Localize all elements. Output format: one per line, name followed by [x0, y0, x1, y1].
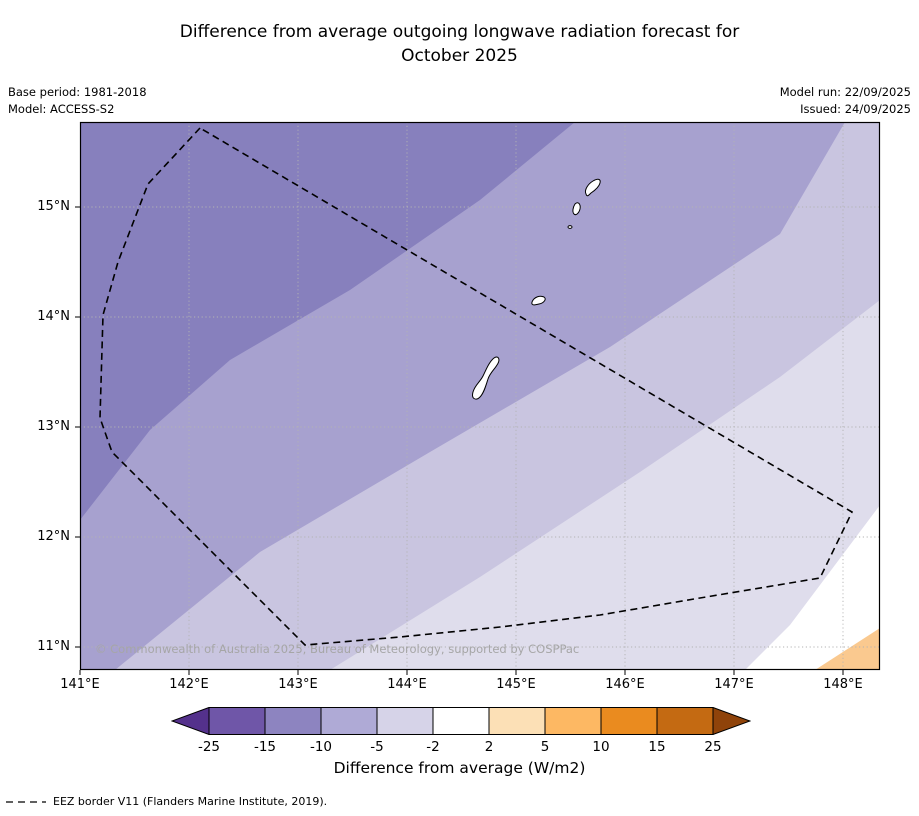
eez-legend-label: EEZ border V11 (Flanders Marine Institut… — [53, 795, 328, 808]
cb-tick-label: 2 — [484, 739, 494, 755]
island-coastlines — [472, 178, 601, 400]
saipan-outline — [585, 178, 601, 197]
axis-tick-marks — [75, 206, 844, 675]
colorbar-canvas — [170, 706, 752, 736]
grid-lines — [80, 122, 880, 670]
colorbar-label: Difference from average (W/m2) — [333, 759, 586, 777]
x-tick-label: 143°E — [278, 677, 318, 692]
cb-seg-neg25-neg15 — [208, 707, 266, 735]
cb-tick-label: -10 — [309, 739, 333, 755]
figure-title: Difference from average outgoing longwav… — [0, 20, 919, 68]
cb-seg-neg15-neg10 — [264, 707, 322, 735]
cb-seg-neg10-neg5 — [320, 707, 378, 735]
x-tick-label: 147°E — [714, 677, 754, 692]
x-tick-label: 141°E — [60, 677, 100, 692]
y-tick-label: 11°N — [37, 639, 70, 654]
cb-tick-label: -2 — [426, 739, 440, 755]
cb-seg-2-5 — [488, 707, 546, 735]
copyright-watermark: © Commonwealth of Australia 2025, Bureau… — [95, 642, 579, 656]
rota-outline — [531, 295, 546, 306]
band-2-to-5 — [815, 628, 880, 670]
title-line-2: October 2025 — [401, 46, 518, 66]
x-tick-label: 145°E — [496, 677, 536, 692]
colorbar — [170, 706, 752, 736]
guam-outline — [472, 356, 500, 400]
map-canvas: © Commonwealth of Australia 2025, Bureau… — [75, 121, 881, 675]
y-tick-label: 12°N — [37, 529, 70, 544]
cb-tick-label: -25 — [197, 739, 221, 755]
y-tick-label: 13°N — [37, 419, 70, 434]
colorbar-segments — [208, 707, 714, 735]
x-tick-label: 148°E — [823, 677, 863, 692]
title-line-1: Difference from average outgoing longwav… — [179, 22, 740, 42]
cb-seg-15-25 — [656, 707, 714, 735]
meta-right: Model run: 22/09/2025 Issued: 24/09/2025 — [780, 84, 911, 118]
cb-tick-label: -5 — [370, 739, 384, 755]
map-panel: © Commonwealth of Australia 2025, Bureau… — [75, 121, 881, 675]
meta-left: Base period: 1981-2018 Model: ACCESS-S2 — [8, 84, 147, 118]
x-tick-label: 144°E — [387, 677, 427, 692]
eez-legend: EEZ border V11 (Flanders Marine Institut… — [6, 795, 327, 808]
model-run-text: Model run: 22/09/2025 — [779, 85, 911, 99]
x-tick-label: 146°E — [605, 677, 645, 692]
colorbar-left-arrow — [170, 706, 210, 736]
base-period-text: Base period: 1981-2018 — [8, 85, 147, 99]
model-text: Model: ACCESS-S2 — [8, 102, 115, 116]
cb-seg-10-15 — [600, 707, 658, 735]
cb-tick-label: 25 — [704, 739, 722, 755]
y-tick-label: 15°N — [37, 199, 70, 214]
map-frame — [79, 121, 881, 671]
tinian-outline — [572, 202, 581, 216]
cb-seg-5-10 — [544, 707, 602, 735]
eez-legend-line — [6, 800, 46, 803]
cb-seg-neg2-2 — [432, 707, 490, 735]
cb-seg-neg5-neg2 — [376, 707, 434, 735]
y-tick-label: 14°N — [37, 309, 70, 324]
x-tick-label: 142°E — [169, 677, 209, 692]
cb-tick-label: 15 — [648, 739, 666, 755]
issued-text: Issued: 24/09/2025 — [800, 102, 911, 116]
band-minus15-to-minus10 — [80, 122, 575, 520]
cb-tick-label: 5 — [540, 739, 550, 755]
cb-tick-label: 10 — [592, 739, 610, 755]
colorbar-right-arrow — [712, 706, 752, 736]
aguijan-outline — [567, 225, 573, 229]
cb-tick-label: -15 — [253, 739, 277, 755]
